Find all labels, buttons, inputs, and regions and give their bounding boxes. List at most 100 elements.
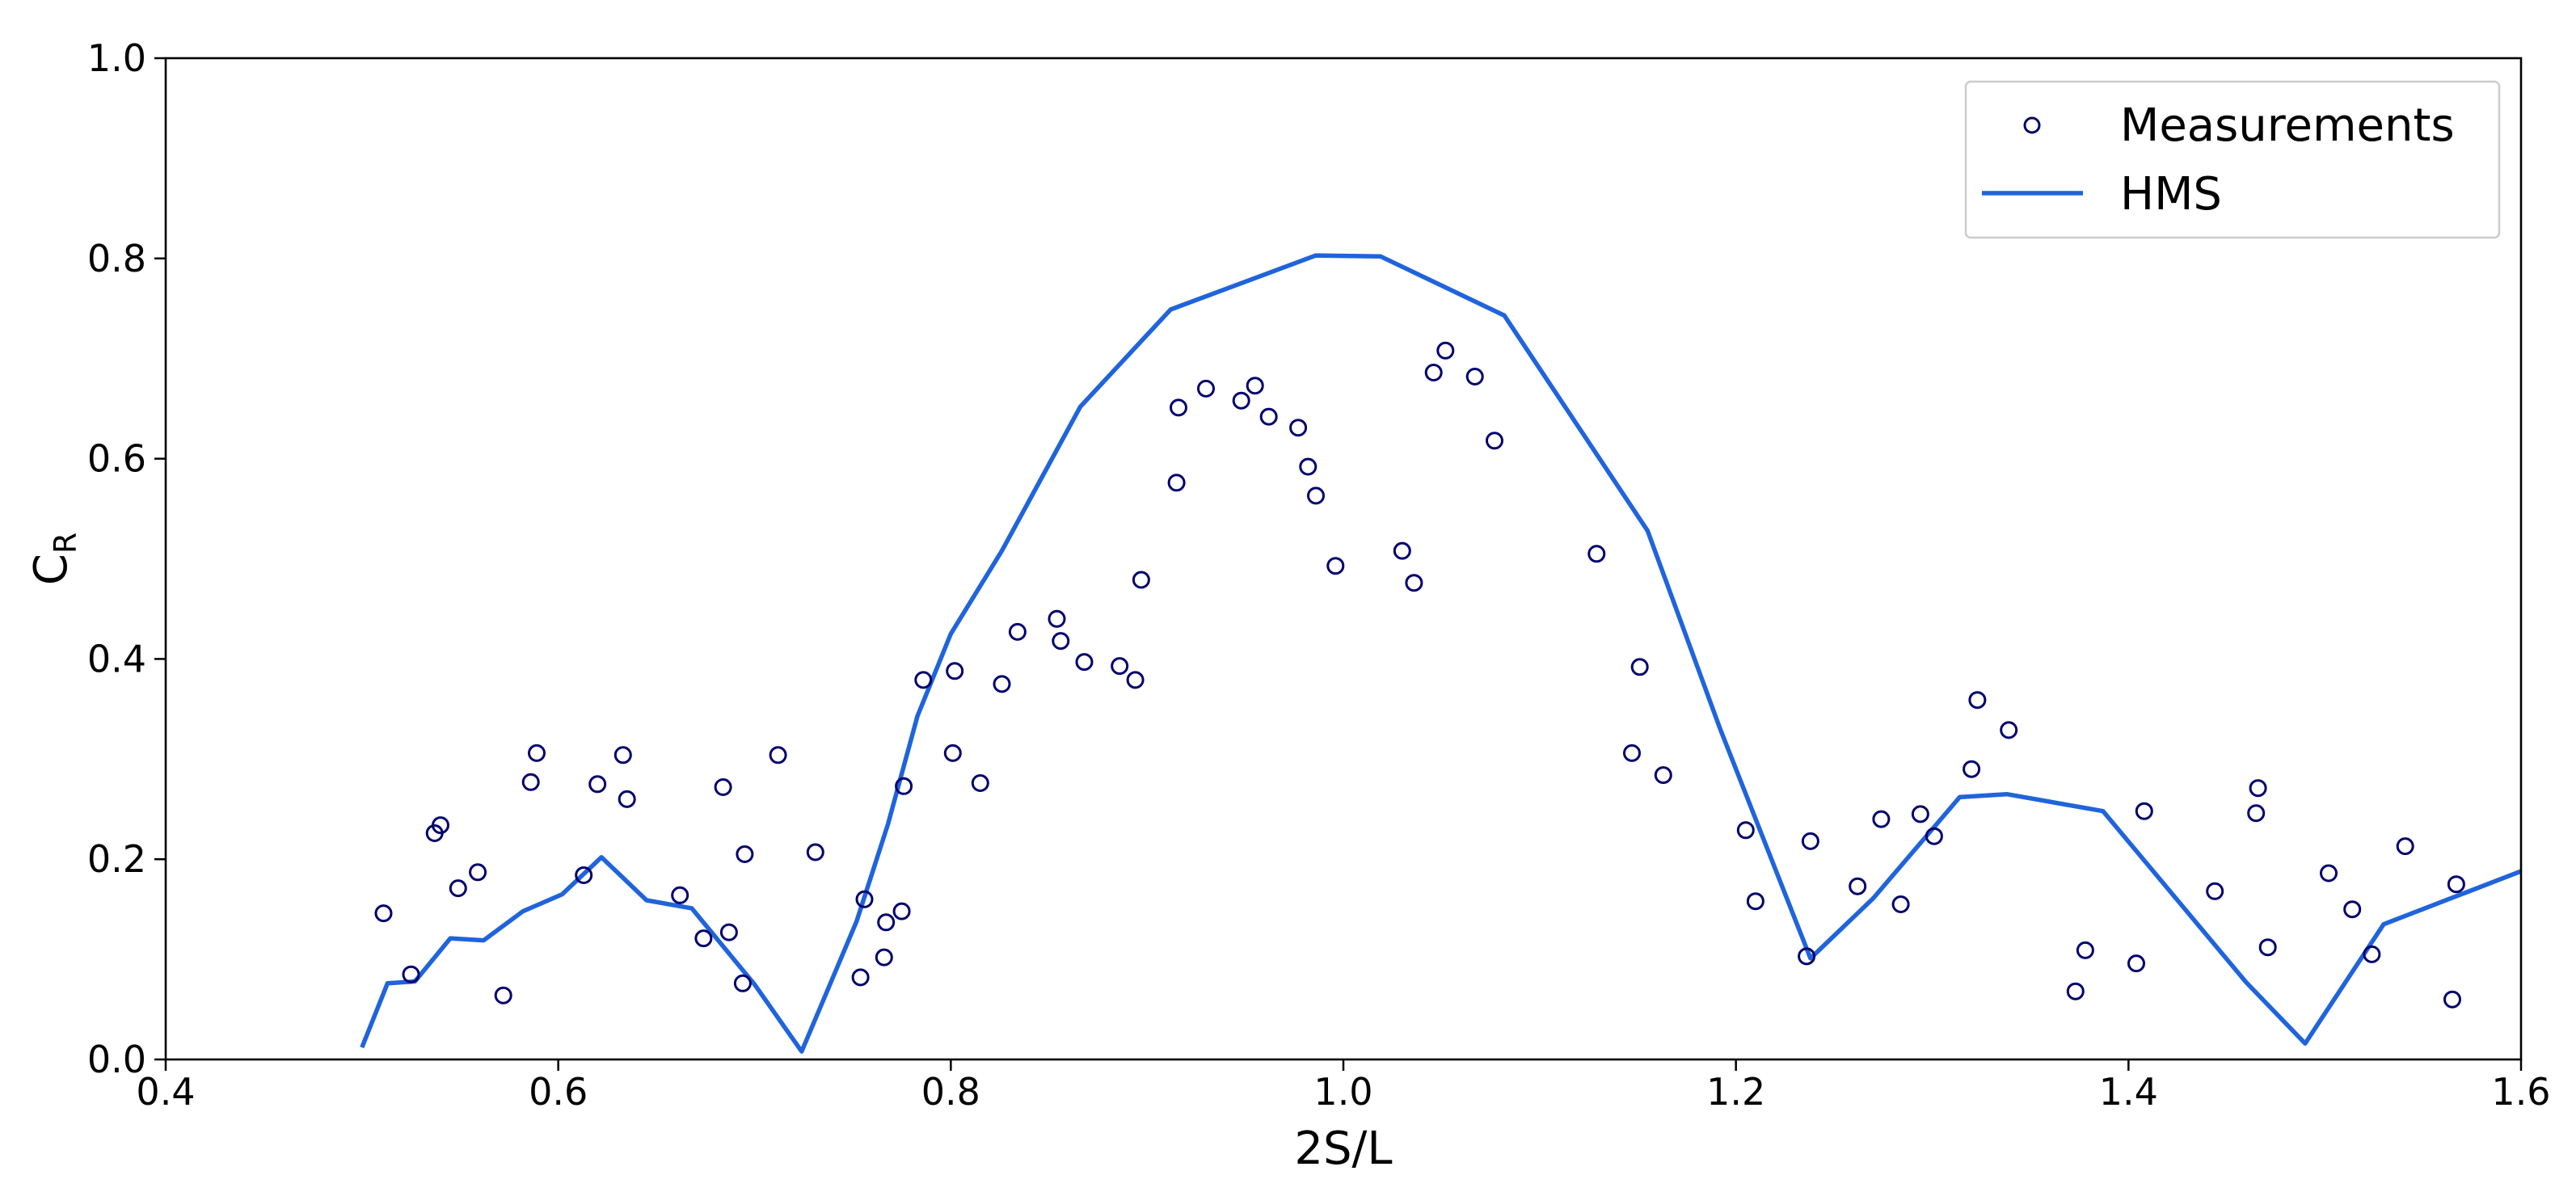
x-axis-label: 2S/L xyxy=(1294,1123,1392,1175)
scatter-point-measurement xyxy=(1075,653,1094,672)
scatter-point-measurement xyxy=(588,775,607,794)
scatter-point-measurement xyxy=(971,774,989,792)
y-axis-label-subscript: R xyxy=(48,533,83,554)
scatter-point-measurement xyxy=(2443,990,2461,1009)
scatter-point-measurement xyxy=(671,886,689,904)
legend: Measurements HMS xyxy=(1964,80,2501,239)
scatter-point-measurement xyxy=(806,843,824,861)
scatter-point-measurement xyxy=(618,790,636,808)
scatter-point-measurement xyxy=(1436,341,1455,360)
series-layer xyxy=(360,253,2522,1054)
scatter-point-measurement xyxy=(892,902,911,920)
legend-box xyxy=(1964,80,2501,239)
scatter-point-measurement xyxy=(1968,691,1987,710)
scatter-point-measurement xyxy=(1798,947,1816,966)
axes-frame xyxy=(164,57,2523,1061)
scatter-point-measurement xyxy=(2076,941,2094,959)
y-tick-label: 0.8 xyxy=(87,237,146,280)
scatter-point-measurement xyxy=(1246,377,1264,395)
series-line-hms xyxy=(360,253,2522,1054)
scatter-point-measurement xyxy=(449,879,467,898)
scatter-point-measurement xyxy=(1465,368,1484,385)
scatter-point-measurement xyxy=(1891,895,1910,913)
scatter-point-measurement xyxy=(1170,398,1187,417)
legend-label-hms: HMS xyxy=(2120,168,2222,221)
scatter-point-measurement xyxy=(946,662,964,680)
scatter-point-measurement xyxy=(1736,821,1755,840)
scatter-point-measurement xyxy=(877,913,896,932)
scatter-point-measurement xyxy=(528,743,546,762)
scatter-point-measurement xyxy=(943,743,962,762)
scatter-point-measurement xyxy=(374,904,393,923)
scatter-point-measurement xyxy=(875,948,893,967)
scatter-point-measurement xyxy=(2343,900,2362,919)
scatter-point-measurement xyxy=(1052,632,1070,651)
scatter-point-measurement xyxy=(1008,622,1027,641)
scatter-point-measurement xyxy=(494,986,512,1005)
scatter-point-measurement xyxy=(402,965,420,984)
y-tick-label: 0.6 xyxy=(87,437,146,481)
scatter-point-measurement xyxy=(1746,892,1764,911)
axis-ticks: 0.4 0.6 0.8 1.0 1.2 1.4 1.6 0.0 0.2 0.4 0.6 0.8 1.0 xyxy=(87,36,2551,1114)
scatter-point-measurement xyxy=(469,863,487,882)
scatter-point-measurement xyxy=(714,778,732,796)
scatter-point-measurement xyxy=(1654,766,1672,785)
x-tick-label: 1.4 xyxy=(2099,1070,2158,1114)
scatter-point-measurement xyxy=(993,675,1011,693)
scatter-point-measurement xyxy=(613,746,632,764)
scatter-point-measurement xyxy=(1326,557,1345,575)
scatter-point-measurement xyxy=(1132,571,1150,589)
legend-marker-measurements xyxy=(2023,116,2041,134)
scatter-point-measurement xyxy=(719,923,738,941)
scatter-point-measurement xyxy=(769,746,787,764)
scatter-point-measurement xyxy=(694,929,713,948)
scatter-point-measurement xyxy=(2066,982,2085,1000)
scatter-point-measurement xyxy=(2320,864,2338,882)
scatter-point-measurement xyxy=(2396,837,2414,856)
legend-label-measurements: Measurements xyxy=(2120,99,2455,152)
scatter-point-measurement xyxy=(1197,379,1215,398)
scatter-point-measurement xyxy=(1801,832,1819,850)
scatter-point-measurement xyxy=(1630,658,1649,676)
scatter-point-measurement xyxy=(2447,875,2465,894)
scatter-point-measurement xyxy=(2206,882,2224,900)
scatter-point-measurement xyxy=(914,671,933,689)
scatter-point-measurement xyxy=(855,890,874,908)
scatter-point-measurement xyxy=(575,866,593,884)
x-tick-label: 1.0 xyxy=(1313,1070,1372,1114)
x-tick-label: 0.6 xyxy=(529,1070,588,1114)
scatter-point-measurement xyxy=(1963,760,1981,778)
y-tick-label: 0.0 xyxy=(87,1038,146,1081)
y-tick-label: 0.2 xyxy=(87,837,146,881)
scatter-point-measurement xyxy=(736,845,754,863)
scatter-point-measurement xyxy=(2127,954,2145,973)
scatter-point-measurement xyxy=(1405,574,1423,592)
scatter-point-measurement xyxy=(1424,364,1443,381)
x-tick-label: 1.2 xyxy=(1706,1070,1765,1114)
scatter-point-measurement xyxy=(2247,804,2266,823)
scatter-point-measurement xyxy=(1048,609,1066,628)
scatter-point-measurement xyxy=(851,968,870,987)
y-axis-label: CR xyxy=(25,533,83,586)
y-axis-label-main: C xyxy=(25,554,78,585)
scatter-point-measurement xyxy=(2000,721,2018,739)
scatter-point-measurement xyxy=(521,773,540,791)
x-tick-label: 0.8 xyxy=(921,1070,980,1114)
y-tick-label: 1.0 xyxy=(87,36,146,80)
y-tick-label: 0.4 xyxy=(87,637,146,680)
scatter-point-measurement xyxy=(1911,805,1929,823)
x-tick-label: 1.6 xyxy=(2491,1070,2550,1114)
scatter-point-measurement xyxy=(432,816,449,835)
scatter-point-measurement xyxy=(733,974,752,992)
scatter-point-measurement xyxy=(2249,779,2267,798)
scatter-point-measurement xyxy=(1925,827,1943,845)
scatter-point-measurement xyxy=(1849,877,1867,895)
scatter-point-measurement xyxy=(1587,545,1606,563)
scatter-point-measurement xyxy=(1307,486,1325,505)
scatter-point-measurement xyxy=(1259,407,1278,426)
scatter-point-measurement xyxy=(2363,945,2381,963)
scatter-point-measurement xyxy=(1486,432,1503,450)
scatter-point-measurement xyxy=(1111,657,1129,676)
scatter-point-measurement xyxy=(1232,391,1250,410)
